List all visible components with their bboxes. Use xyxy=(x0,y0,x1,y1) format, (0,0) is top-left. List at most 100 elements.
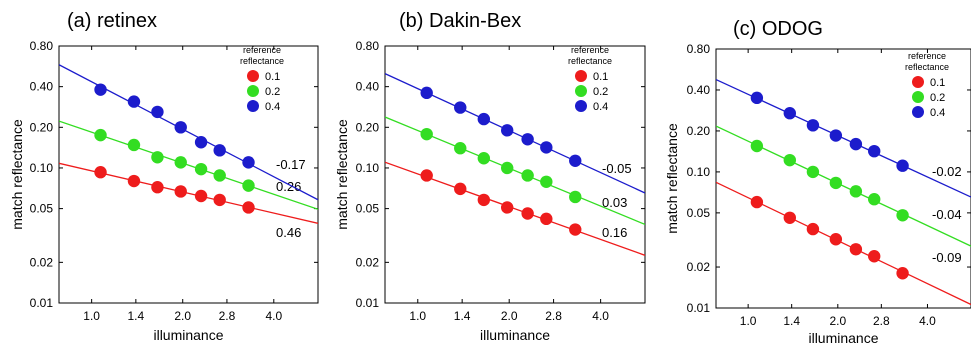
legend-label: 0.2 xyxy=(593,86,608,98)
legend-marker xyxy=(912,91,924,103)
x-tick-label: 2.0 xyxy=(501,309,518,323)
x-tick-label: 1.4 xyxy=(783,314,800,328)
x-tick-label: 4.0 xyxy=(265,309,282,323)
x-tick-label: 2.0 xyxy=(829,314,846,328)
x-tick-label: 2.0 xyxy=(174,309,191,323)
legend-title: reference xyxy=(243,45,281,55)
data-point xyxy=(501,161,514,175)
x-tick-label: 1.4 xyxy=(454,309,471,323)
legend-label: 0.4 xyxy=(265,101,280,113)
slope-label: -0.04 xyxy=(932,207,962,222)
data-point xyxy=(501,124,514,137)
legend-label: 0.1 xyxy=(930,77,945,89)
slope-label: 0.26 xyxy=(276,179,301,194)
data-point xyxy=(868,193,881,206)
x-tick-label: 2.8 xyxy=(873,314,890,328)
data-point xyxy=(194,162,208,176)
slope-label: 0.46 xyxy=(276,225,301,240)
data-point xyxy=(174,121,187,134)
data-point xyxy=(540,175,553,188)
data-point xyxy=(540,141,553,154)
data-point xyxy=(896,159,909,172)
legend-marker xyxy=(912,106,924,118)
y-tick-label: 0.01 xyxy=(687,301,711,315)
y-tick-label: 0.01 xyxy=(356,296,380,310)
data-point xyxy=(151,105,164,119)
plot-frame xyxy=(715,48,971,309)
x-tick-label: 2.8 xyxy=(219,309,236,323)
legend-title: reflectance xyxy=(240,56,284,66)
data-point xyxy=(127,95,141,108)
legend-marker xyxy=(912,76,924,88)
data-point xyxy=(420,86,433,100)
y-tick-label: 0.05 xyxy=(687,206,711,220)
data-point xyxy=(477,193,491,207)
panel-b: (b) Dakin-Bex 0.010.020.050.100.200.400.… xyxy=(334,10,646,343)
legend-marker xyxy=(575,100,587,112)
slope-label: -0.17 xyxy=(276,157,306,172)
data-point xyxy=(783,211,797,225)
legend-label: 0.1 xyxy=(265,71,280,83)
data-point xyxy=(750,139,764,153)
panel-c-title: (c) ODOG xyxy=(733,18,823,40)
data-point xyxy=(477,112,491,126)
y-tick-label: 0.05 xyxy=(30,202,54,216)
data-point xyxy=(420,169,433,182)
data-point xyxy=(151,181,164,194)
panel-b-title: (b) Dakin-Bex xyxy=(399,10,521,32)
data-point xyxy=(174,156,187,169)
x-tick-label: 1.4 xyxy=(128,309,145,323)
data-point xyxy=(569,154,582,167)
x-axis-label: illuminance xyxy=(153,327,223,343)
y-tick-label: 0.02 xyxy=(687,260,711,274)
x-tick-label: 2.8 xyxy=(545,309,562,323)
data-point xyxy=(829,176,843,190)
slope-label: -0.09 xyxy=(932,250,962,265)
data-point xyxy=(454,142,467,155)
slope-label: 0.16 xyxy=(602,225,627,240)
data-point xyxy=(521,133,534,146)
y-axis-label: match reflectance xyxy=(9,119,25,230)
data-point xyxy=(829,233,843,246)
x-tick-label: 4.0 xyxy=(592,309,609,323)
panel-a-title: (a) retinex xyxy=(67,10,157,32)
slope-label: -0.05 xyxy=(602,161,632,176)
x-tick-label: 1.0 xyxy=(409,309,426,323)
y-tick-label: 0.80 xyxy=(30,39,54,53)
legend-label: 0.2 xyxy=(265,86,280,98)
y-tick-label: 0.10 xyxy=(687,165,711,179)
data-point xyxy=(540,212,553,226)
data-point xyxy=(783,106,797,120)
data-point xyxy=(213,169,226,182)
y-tick-label: 0.01 xyxy=(30,296,54,310)
x-axis-label: illuminance xyxy=(480,327,550,343)
data-point xyxy=(750,195,764,209)
y-tick-label: 0.40 xyxy=(356,80,380,94)
data-point xyxy=(454,101,467,114)
data-point xyxy=(127,174,141,188)
legend-title: reflectance xyxy=(905,62,949,72)
y-tick-label: 0.02 xyxy=(356,255,380,269)
data-point xyxy=(477,152,491,165)
data-point xyxy=(783,153,797,167)
data-point xyxy=(569,190,582,204)
slope-label: 0.03 xyxy=(602,195,627,210)
data-point xyxy=(849,185,863,198)
y-tick-label: 0.20 xyxy=(30,120,54,134)
data-point xyxy=(127,138,141,152)
data-point xyxy=(151,151,164,164)
legend-marker xyxy=(247,100,259,112)
data-point xyxy=(868,144,881,158)
data-point xyxy=(806,165,820,179)
data-point xyxy=(420,127,433,141)
plot-frame xyxy=(58,45,319,304)
panel-b-plot: 0.01 0.02 0.05 0.10 0.20 0.40 0.80 1.0 1.4 2.0 2.8… xyxy=(334,39,646,343)
legend-marker xyxy=(575,85,587,97)
data-point xyxy=(213,193,226,207)
data-point xyxy=(521,169,534,182)
panel-c: (c) ODOG 0.01 0.02 0.05 0.10 0.20 0.40 0.80 1.0… xyxy=(664,18,971,346)
x-tick-label: 1.0 xyxy=(83,309,100,323)
data-point xyxy=(242,201,255,214)
data-point xyxy=(242,156,255,169)
